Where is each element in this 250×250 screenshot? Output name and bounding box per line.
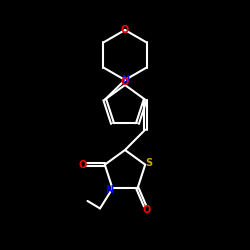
Text: O: O xyxy=(121,77,129,87)
Text: O: O xyxy=(121,25,129,35)
Text: O: O xyxy=(142,206,150,216)
Text: N: N xyxy=(105,185,113,195)
Text: O: O xyxy=(79,160,87,170)
Text: N: N xyxy=(121,75,129,85)
Text: S: S xyxy=(146,158,152,168)
